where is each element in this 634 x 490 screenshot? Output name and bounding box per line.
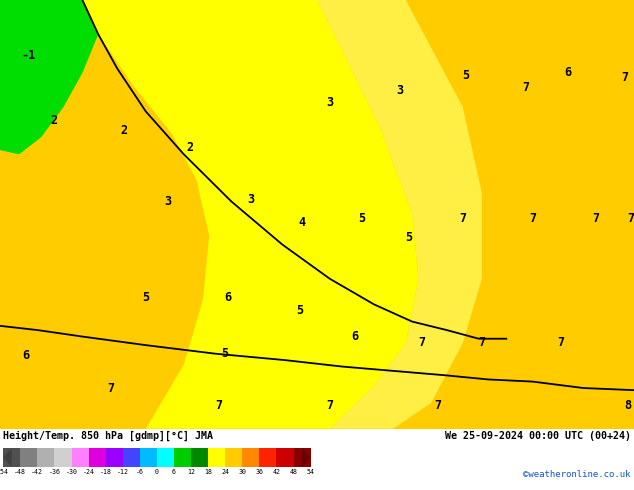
Text: 7: 7	[418, 337, 425, 349]
Bar	[294, 448, 311, 466]
Text: 2: 2	[120, 124, 127, 137]
Bar	[89, 448, 106, 466]
Text: 4: 4	[298, 217, 306, 229]
Bar	[72, 448, 89, 466]
Text: 2: 2	[186, 142, 194, 154]
Text: 7: 7	[621, 71, 628, 84]
Text: 3: 3	[326, 97, 333, 109]
Text: 6: 6	[351, 330, 359, 343]
Bar	[20, 448, 37, 466]
Text: 7: 7	[215, 399, 223, 412]
Text: -48: -48	[14, 468, 26, 474]
Text: Height/Temp. 850 hPa [gdmp][°C] JMA: Height/Temp. 850 hPa [gdmp][°C] JMA	[3, 431, 213, 441]
Text: 8: 8	[624, 399, 631, 412]
Text: 54: 54	[307, 468, 314, 474]
Text: -42: -42	[31, 468, 43, 474]
Text: 2: 2	[50, 114, 58, 126]
Text: 6: 6	[22, 349, 29, 363]
Text: 7: 7	[459, 212, 467, 225]
Bar	[276, 448, 294, 466]
Bar	[208, 448, 225, 466]
Text: -54: -54	[0, 468, 9, 474]
Text: 0: 0	[155, 468, 159, 474]
Text: 6: 6	[224, 292, 232, 304]
Bar	[191, 448, 208, 466]
Text: 7: 7	[529, 212, 536, 225]
Text: ©weatheronline.co.uk: ©weatheronline.co.uk	[523, 470, 631, 479]
Bar	[242, 448, 259, 466]
Text: 7: 7	[434, 399, 441, 412]
Text: -6: -6	[136, 468, 144, 474]
Text: 5: 5	[296, 304, 304, 318]
Text: -30: -30	[65, 468, 77, 474]
Text: 36: 36	[256, 468, 263, 474]
Text: -36: -36	[48, 468, 60, 474]
Polygon shape	[302, 448, 311, 466]
Text: 5: 5	[462, 69, 470, 81]
Bar	[174, 448, 191, 466]
Text: 12: 12	[187, 468, 195, 474]
Bar	[140, 448, 157, 466]
Text: 3: 3	[396, 83, 403, 97]
Text: 7: 7	[478, 337, 486, 349]
Bar	[157, 448, 174, 466]
Text: 6: 6	[172, 468, 176, 474]
Polygon shape	[0, 0, 98, 154]
Text: 7: 7	[627, 212, 634, 225]
Text: 42: 42	[273, 468, 280, 474]
Text: -1: -1	[22, 49, 36, 62]
Bar	[3, 448, 20, 466]
Text: 3: 3	[164, 195, 172, 208]
Polygon shape	[82, 0, 418, 429]
Text: 7: 7	[326, 399, 333, 412]
Bar	[259, 448, 276, 466]
Text: 5: 5	[221, 347, 229, 360]
Polygon shape	[3, 448, 11, 466]
Text: 3: 3	[247, 193, 254, 206]
Text: 5: 5	[358, 212, 365, 225]
Text: 30: 30	[238, 468, 247, 474]
Text: 5: 5	[405, 231, 413, 245]
Text: 7: 7	[522, 81, 530, 95]
Bar	[123, 448, 140, 466]
Text: 7: 7	[557, 337, 565, 349]
Polygon shape	[317, 0, 482, 429]
Text: -18: -18	[100, 468, 112, 474]
Text: 7: 7	[592, 212, 600, 225]
Text: 18: 18	[204, 468, 212, 474]
Bar	[55, 448, 72, 466]
Text: 48: 48	[290, 468, 297, 474]
Text: -24: -24	[82, 468, 94, 474]
Text: -12: -12	[117, 468, 129, 474]
Bar	[106, 448, 123, 466]
Text: 7: 7	[107, 382, 115, 394]
Text: 24: 24	[221, 468, 230, 474]
Bar	[225, 448, 242, 466]
Text: 6: 6	[564, 66, 571, 79]
Text: We 25-09-2024 00:00 UTC (00+24): We 25-09-2024 00:00 UTC (00+24)	[445, 431, 631, 441]
Bar	[37, 448, 55, 466]
Text: 5: 5	[142, 292, 150, 304]
